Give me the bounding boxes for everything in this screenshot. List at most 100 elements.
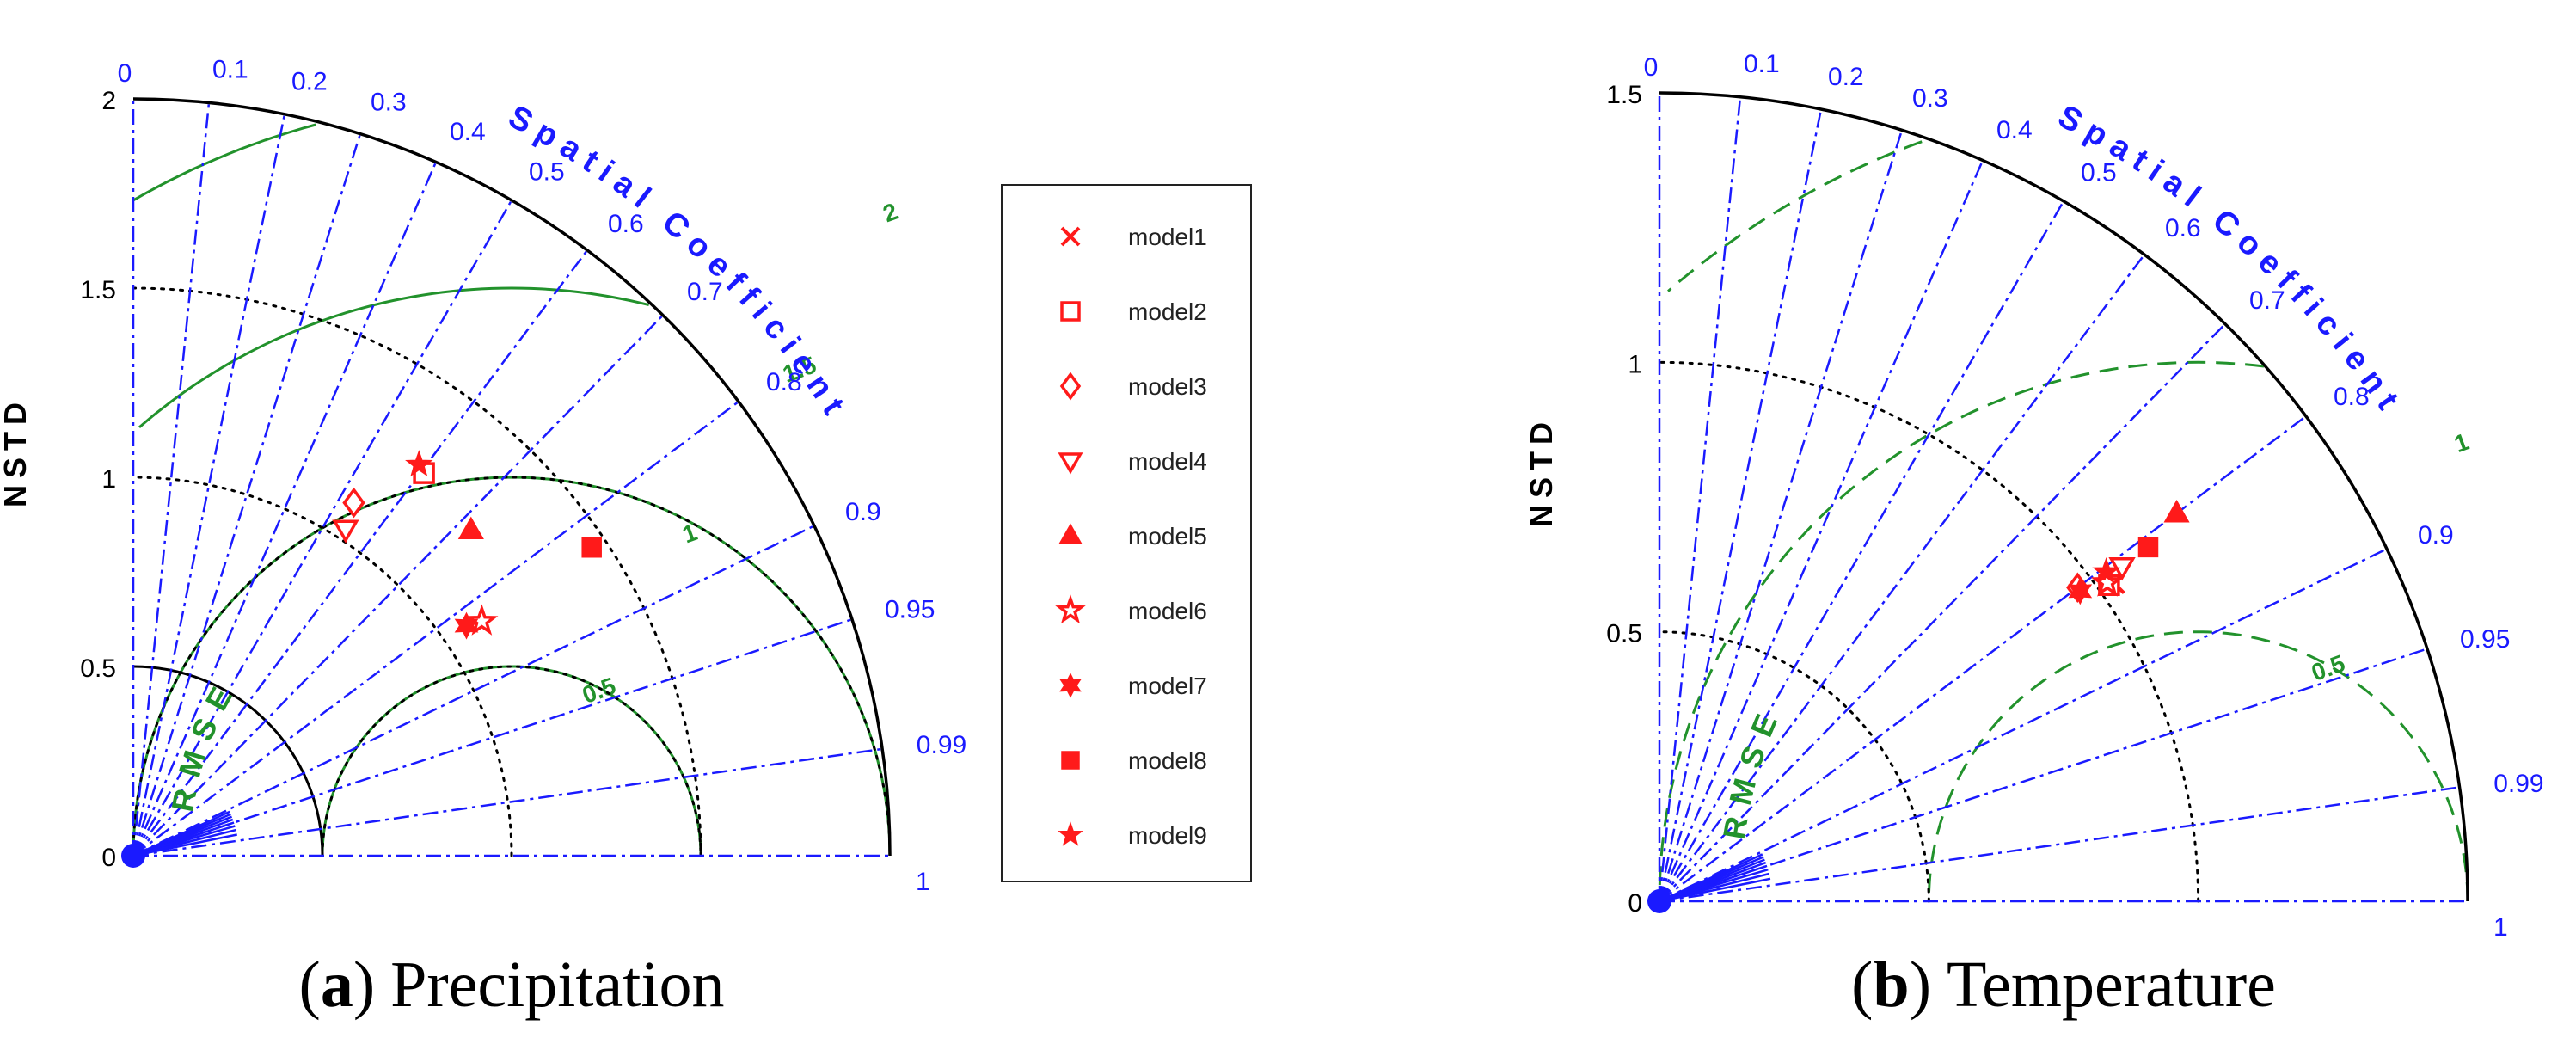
corr-ray (1659, 322, 2226, 902)
taylor-diagram-b: 0.511.500.10.20.30.40.50.60.70.80.90.950… (1524, 50, 2544, 1021)
rmse-tick-label: 1 (2450, 428, 2472, 458)
corr-tick-label: 0.95 (885, 596, 935, 624)
corr-lines: 0 0.1 0.2 0.3 0.4 0.5 0.6 0.7 0.8 0.9 0.95 0.99 1 (118, 56, 967, 896)
corr-ray (132, 200, 513, 857)
corr-ray (132, 102, 211, 857)
std-axis: 0 0.5 1 1.5 2 NSTD (0, 87, 116, 872)
point-model9 (405, 450, 433, 477)
caption-paren-open: ( (299, 949, 321, 1021)
corr-tick-label: 0 (118, 59, 132, 88)
std-axis: 0 0.5 1 1.5 NSTD (1524, 81, 1642, 918)
legend-item-label: model7 (1128, 673, 1207, 699)
corr-ray (132, 314, 664, 857)
rmse-arc (138, 286, 650, 429)
taylor-diagram-a: 0.511.520 0.1 0.20.30.40.50.60.70.80.90.95… (0, 56, 966, 1021)
std-tick-label: 1 (101, 465, 116, 494)
corr-tick-label: 0.3 (371, 88, 407, 116)
corr-tick-label: 0.7 (2249, 286, 2285, 315)
point-model7 (454, 611, 479, 640)
corr-tick-label: 0.2 (291, 68, 328, 96)
model-points (332, 450, 602, 640)
caption-letter: b (1873, 949, 1909, 1021)
corr-tick-label: 0.95 (2460, 625, 2510, 654)
corr-tick-label: 0.1 (1744, 50, 1780, 78)
corr-ray (1659, 648, 2428, 903)
legend-marker-model6 (1055, 594, 1086, 624)
caption-paren-open: ( (1851, 949, 1873, 1021)
caption-title: Precipitation (390, 949, 724, 1021)
legend-item-label: model3 (1128, 373, 1207, 400)
rmse-arc (1658, 360, 2265, 902)
point-model5 (2163, 499, 2190, 523)
rmse-axis-title-path: RMSE (164, 671, 232, 814)
legend-marker-model2 (1060, 301, 1081, 322)
corr-ray (1658, 200, 2065, 902)
corr-minor-ray (1659, 877, 1771, 903)
legend-marker-model3 (1059, 372, 1082, 401)
point-model8 (2137, 537, 2159, 558)
corr-tick-label: 0.5 (529, 157, 565, 186)
std-ref-arc (132, 665, 324, 857)
std-tick-label: 0.5 (80, 654, 116, 683)
std-dotted-arcs (1658, 360, 2200, 903)
corr-tick-label: 1 (916, 868, 930, 896)
std-tick-label: 2 (101, 87, 116, 115)
corr-tick-label: 0.4 (1996, 116, 2033, 144)
point-model6 (465, 604, 499, 636)
std-tick-label: 0 (1628, 889, 1642, 918)
corr-ray (1658, 108, 1823, 902)
rmse-axis-title-path: RMSE (1716, 698, 1776, 842)
rmse-arc (132, 123, 316, 202)
legend-marker-model7 (1059, 673, 1082, 698)
std-tick-label: 1.5 (1606, 81, 1642, 109)
legend-item-label: model1 (1128, 224, 1207, 250)
legend-item-label: model9 (1128, 822, 1207, 849)
rmse-arcs: 0.511.5 (1658, 140, 2472, 902)
point-model5 (457, 516, 484, 540)
corr-lines: 0 0.1 0.2 0.3 0.4 0.5 0.6 0.7 0.8 0.9 0.95 0.99 1 (1644, 50, 2544, 942)
rmse-tick-label: 1 (679, 519, 701, 548)
marker-stroke (1060, 226, 1081, 247)
legend-item-label: model2 (1128, 298, 1207, 325)
corr-tick-label: 0.99 (2493, 770, 2543, 798)
std-dotted-arc (132, 476, 892, 857)
y-axis-title: NSTD (0, 396, 33, 507)
corr-tick-label: 0 (1644, 53, 1659, 82)
point-model7 (2068, 577, 2093, 605)
corr-tick-label: 0.5 (2081, 158, 2117, 187)
legend-marker-model1 (1060, 226, 1081, 247)
legend-item-label: model4 (1128, 448, 1207, 475)
std-tick-label: 1.5 (80, 276, 116, 304)
caption: (b) Temperature (1851, 949, 2276, 1021)
corr-tick-label: 0.1 (212, 56, 248, 84)
corr-tick-label: 0.2 (1828, 63, 1864, 91)
caption: (a) Precipitation (299, 949, 725, 1021)
legend-item-label: model5 (1128, 523, 1207, 550)
rmse-tick-label: 2 (880, 198, 901, 227)
arc-axis-title: Spatial Coefficient (502, 99, 856, 428)
std-tick-label: 0.5 (1606, 620, 1642, 648)
rmse-axis-title: RMSE (1716, 698, 1788, 842)
outer-arc (132, 97, 892, 857)
corr-ray (132, 161, 438, 857)
legend-marker-model4 (1058, 452, 1083, 475)
caption-letter: a (321, 949, 353, 1021)
model-points (2066, 499, 2190, 605)
corr-tick-label: 0.99 (917, 731, 966, 759)
std-tick-label: 0 (101, 844, 116, 872)
point-model3 (342, 487, 365, 519)
corr-tick-label: 0.6 (608, 210, 644, 238)
legend-item-label: model6 (1128, 598, 1207, 624)
arc-title-path (506, 124, 895, 548)
legend-marker-model5 (1058, 523, 1083, 544)
corr-tick-label: 1 (2493, 913, 2508, 942)
corr-tick-label: 0.8 (2334, 383, 2370, 411)
corr-ray (132, 747, 883, 857)
legend-marker-model9 (1058, 821, 1083, 846)
corr-ray (1659, 254, 2145, 902)
legend: model1 model2 model3 model4 model5 model6 mode… (1001, 184, 1252, 882)
legend-marker-model8 (1061, 751, 1080, 770)
std-dotted-arcs (132, 286, 892, 857)
point-model4 (332, 519, 359, 544)
